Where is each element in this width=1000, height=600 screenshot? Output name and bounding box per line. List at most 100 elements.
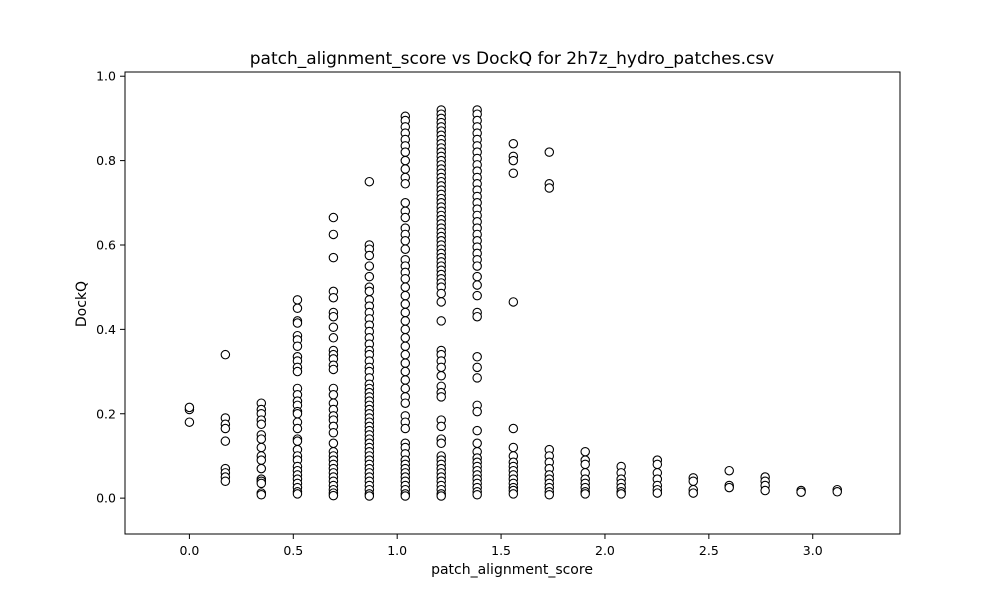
data-point — [436, 362, 446, 373]
data-point — [256, 419, 267, 430]
y-tick-label: 1.0 — [96, 69, 116, 84]
data-point — [436, 421, 446, 432]
data-point — [508, 155, 519, 166]
data-point — [400, 155, 411, 166]
data-point — [256, 490, 267, 500]
data-point — [472, 490, 482, 500]
data-point — [256, 463, 267, 474]
data-point — [400, 244, 411, 254]
data-point — [220, 476, 231, 487]
y-tick-label: 0.4 — [96, 322, 116, 337]
data-point — [364, 261, 375, 271]
data-point — [256, 442, 267, 453]
data-point — [220, 349, 231, 360]
data-point — [508, 168, 519, 179]
data-point — [472, 373, 482, 383]
data-point — [400, 398, 411, 408]
data-point — [472, 271, 482, 282]
data-point — [256, 434, 267, 444]
data-point — [292, 303, 303, 314]
data-point — [364, 491, 375, 501]
data-point — [616, 489, 626, 499]
data-point — [364, 250, 375, 261]
data-point — [436, 316, 446, 326]
data-point — [328, 311, 339, 322]
data-point — [472, 425, 482, 436]
data-point — [400, 423, 411, 434]
x-tick-label: 3.0 — [803, 543, 823, 558]
data-point — [328, 252, 339, 263]
data-point — [436, 438, 446, 449]
data-point — [580, 489, 590, 499]
x-tick-label: 0.0 — [179, 543, 199, 558]
data-point — [292, 436, 303, 446]
data-point — [292, 366, 303, 377]
data-point — [544, 183, 555, 193]
data-point — [436, 392, 446, 402]
data-point — [184, 417, 195, 427]
y-tick-label: 0.2 — [96, 406, 116, 421]
data-point — [688, 488, 699, 498]
data-point — [292, 423, 303, 434]
data-point — [328, 292, 339, 303]
data-point — [400, 282, 411, 292]
data-point — [796, 487, 806, 497]
data-point — [400, 179, 411, 189]
data-point — [364, 286, 375, 297]
y-tick-label: 0.6 — [96, 237, 116, 252]
data-point — [832, 487, 842, 497]
data-point — [292, 341, 303, 351]
data-point — [256, 455, 267, 465]
data-point — [328, 390, 339, 400]
data-point — [508, 442, 519, 453]
data-point — [328, 322, 339, 333]
x-axis-label: patch_alignment_score — [431, 562, 593, 578]
data-point — [436, 297, 446, 307]
data-point — [400, 212, 411, 223]
data-point — [508, 489, 519, 499]
data-point — [508, 297, 519, 307]
plot-frame — [124, 71, 901, 535]
data-point — [400, 349, 411, 360]
data-point — [400, 375, 411, 385]
data-point — [292, 489, 303, 499]
data-point — [400, 358, 411, 368]
x-tick-label: 0.5 — [283, 543, 303, 558]
data-point — [436, 491, 446, 501]
data-point — [400, 236, 411, 246]
data-point — [436, 288, 446, 299]
data-point — [400, 366, 411, 377]
y-axis: 0.0 0.2 0.4 0.6 0.8 1.0 — [96, 69, 125, 506]
data-point — [184, 402, 195, 413]
data-point — [400, 198, 411, 208]
data-point — [400, 273, 411, 284]
data-point — [400, 333, 411, 343]
x-tick-label: 1.5 — [491, 543, 511, 558]
data-point — [364, 176, 375, 187]
data-point — [472, 290, 482, 301]
data-point — [508, 423, 519, 434]
data-point — [580, 459, 590, 470]
x-axis: 0.0 0.5 1.0 1.5 2.0 2.5 3.0 — [179, 534, 823, 558]
data-point — [436, 371, 446, 381]
data-point — [688, 476, 699, 487]
data-point — [760, 485, 770, 496]
data-point — [652, 459, 663, 470]
y-tick-label: 0.8 — [96, 153, 116, 168]
data-point — [400, 383, 411, 394]
y-axis-label: DockQ — [74, 281, 90, 327]
data-point — [328, 438, 339, 449]
x-tick-label: 1.0 — [387, 543, 407, 558]
data-point — [724, 465, 734, 476]
data-point — [328, 490, 339, 501]
data-point — [472, 362, 482, 373]
x-tick-label: 2.5 — [699, 543, 719, 558]
data-point — [472, 311, 482, 322]
data-point — [544, 490, 555, 500]
data-point — [508, 138, 519, 149]
data-point — [400, 147, 411, 157]
data-point — [724, 482, 734, 493]
data-point — [328, 364, 339, 375]
data-point — [220, 436, 231, 446]
